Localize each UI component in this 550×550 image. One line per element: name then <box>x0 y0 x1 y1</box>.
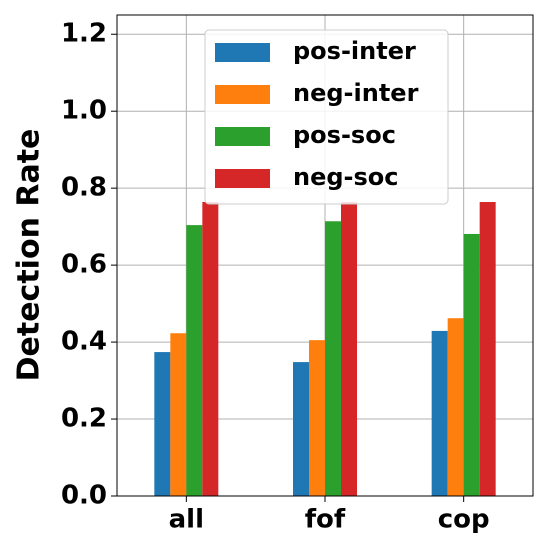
y-tick-label: 1.0 <box>61 96 107 126</box>
y-tick-label: 0.6 <box>61 250 107 280</box>
bar <box>325 221 341 496</box>
bar <box>202 202 219 496</box>
legend-label: pos-inter <box>293 37 416 65</box>
legend-swatch <box>215 169 270 188</box>
legend-label: neg-inter <box>293 79 419 107</box>
bar <box>463 233 480 496</box>
bar <box>431 330 448 496</box>
bar <box>447 318 464 496</box>
bar <box>341 202 357 496</box>
legend-box <box>204 29 449 205</box>
legend-label: neg-soc <box>293 163 399 191</box>
plot-frame <box>116 14 534 497</box>
bar <box>170 333 187 496</box>
legend-swatch <box>215 127 270 146</box>
x-tick-label: all <box>169 505 204 535</box>
y-tick-label: 1.2 <box>61 19 107 49</box>
x-tick-label: fof <box>305 505 346 535</box>
y-tick-label: 0.0 <box>61 481 107 511</box>
bar <box>154 352 171 496</box>
y-tick-label: 0.2 <box>61 404 107 434</box>
legend-swatch <box>215 85 270 104</box>
legend-label: pos-soc <box>293 121 396 149</box>
bar <box>186 225 203 496</box>
y-tick-label: 0.8 <box>61 173 107 203</box>
y-axis-label: Detection Rate <box>12 129 47 382</box>
legend-swatch <box>215 43 270 62</box>
bar <box>479 202 496 496</box>
y-tick-label: 0.4 <box>61 327 107 357</box>
x-tick-label: cop <box>438 505 490 535</box>
bar <box>309 340 325 496</box>
bar <box>293 362 309 496</box>
